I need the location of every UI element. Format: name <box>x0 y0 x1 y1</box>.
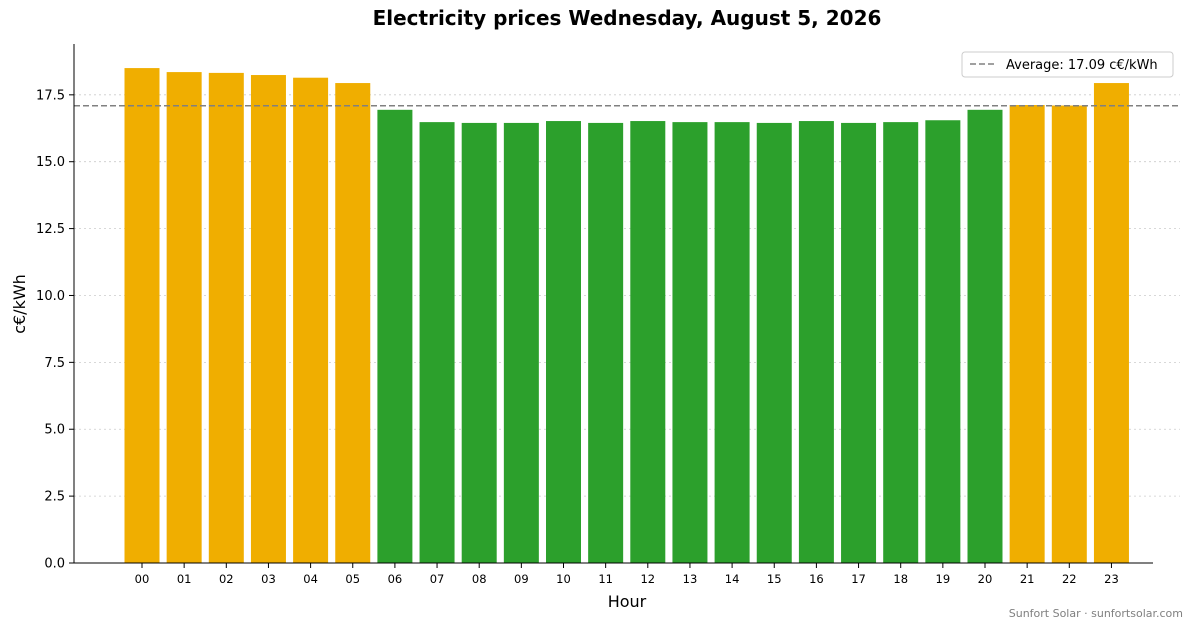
bar-hour-20 <box>967 109 1003 563</box>
bar-hour-12 <box>630 121 666 563</box>
x-tick-label: 19 <box>936 572 951 586</box>
x-tick-label: 16 <box>809 572 824 586</box>
bar-hour-08 <box>461 122 497 563</box>
x-tick-label: 12 <box>640 572 655 586</box>
y-tick-label: 2.5 <box>44 490 65 505</box>
x-tick-label: 13 <box>683 572 698 586</box>
bar-hour-02 <box>208 72 244 563</box>
x-tick-label: 22 <box>1062 572 1077 586</box>
x-tick-label: 21 <box>1020 572 1035 586</box>
x-ticks: 00 01 02 03 04 05 06 07 08 09 10 11 12 13 14 15 16 17 18 19… <box>135 563 1119 586</box>
bar-hour-13 <box>672 122 708 563</box>
x-tick-label: 18 <box>893 572 908 586</box>
bar-hour-06 <box>377 109 413 563</box>
x-axis-label: Hour <box>608 592 647 611</box>
x-tick-label: 14 <box>725 572 740 586</box>
bar-hour-11 <box>588 122 624 563</box>
x-tick-label: 04 <box>303 572 318 586</box>
footer-credit: Sunfort Solar · sunfortsolar.com <box>1009 607 1183 620</box>
y-ticks: 0.0 2.5 5.0 7.5 10.0 12.5 15.0 17.5 <box>36 88 74 572</box>
y-axis-label: c€/kWh <box>10 274 29 334</box>
bar-hour-07 <box>419 122 455 563</box>
x-tick-label: 11 <box>598 572 613 586</box>
bar-hour-09 <box>503 122 539 563</box>
x-tick-label: 03 <box>261 572 276 586</box>
x-tick-label: 07 <box>430 572 445 586</box>
legend-label: Average: 17.09 c€/kWh <box>1006 58 1158 73</box>
legend-box <box>961 51 1174 78</box>
bar-hour-18 <box>883 122 919 563</box>
x-tick-label: 17 <box>851 572 866 586</box>
x-tick-label: 01 <box>177 572 192 586</box>
bar-hour-01 <box>166 72 202 563</box>
bar-hour-14 <box>714 122 750 563</box>
bar-hour-05 <box>335 83 371 563</box>
bars <box>124 68 1129 563</box>
legend: Average: 17.09 c€/kWh <box>961 51 1174 78</box>
bar-hour-22 <box>1051 105 1087 563</box>
chart-title: Electricity prices Wednesday, August 5, … <box>373 6 882 30</box>
axes <box>73 44 1153 564</box>
bar-hour-10 <box>546 121 581 563</box>
y-tick-label: 17.5 <box>36 88 65 103</box>
y-tick-label: 5.0 <box>44 423 65 438</box>
y-tick-label: 10.0 <box>36 289 65 304</box>
bar-hour-23 <box>1093 83 1129 563</box>
bar-hour-15 <box>756 122 792 563</box>
y-tick-label: 0.0 <box>44 557 65 572</box>
x-tick-label: 10 <box>556 572 571 586</box>
y-tick-label: 12.5 <box>36 222 65 237</box>
x-tick-label: 00 <box>135 572 150 586</box>
x-tick-label: 15 <box>767 572 782 586</box>
bar-hour-04 <box>293 77 329 563</box>
bar-hour-17 <box>841 122 877 563</box>
y-tick-label: 15.0 <box>36 155 65 170</box>
bar-hour-19 <box>925 120 961 563</box>
bar-hour-00 <box>124 68 160 563</box>
bar-hour-03 <box>250 75 286 563</box>
x-tick-label: 09 <box>514 572 529 586</box>
x-tick-label: 08 <box>472 572 487 586</box>
x-tick-label: 05 <box>345 572 360 586</box>
x-tick-label: 23 <box>1104 572 1119 586</box>
x-tick-label: 06 <box>388 572 403 586</box>
bar-hour-16 <box>798 121 834 563</box>
x-tick-label: 02 <box>219 572 234 586</box>
x-tick-label: 20 <box>978 572 993 586</box>
bar-hour-21 <box>1009 104 1045 563</box>
y-tick-label: 7.5 <box>44 356 65 371</box>
